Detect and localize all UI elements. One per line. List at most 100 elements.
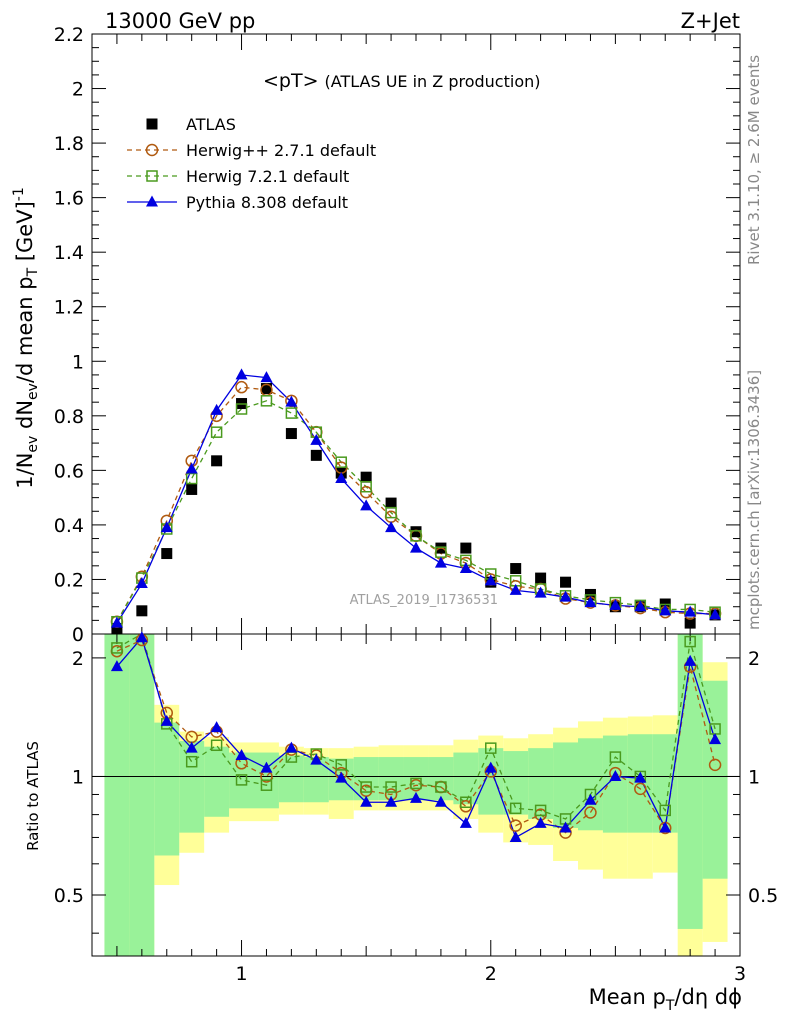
- data-point: [684, 605, 697, 617]
- ratio-point: [335, 771, 348, 783]
- ratio-band-green: [278, 755, 304, 803]
- ratio-point: [235, 749, 248, 761]
- rivet-label: Rivet 3.1.10, ≥ 2.6M events: [745, 55, 763, 265]
- y-tick-label: 2: [72, 79, 84, 101]
- data-point: [360, 471, 372, 483]
- data-point: [385, 497, 397, 509]
- y-tick-label: 0.4: [54, 515, 84, 537]
- data-point: [460, 542, 472, 554]
- ratio-point: [410, 791, 422, 803]
- data-point: [310, 449, 322, 461]
- ratio-line: [116, 633, 716, 820]
- ratio-point: [260, 761, 273, 773]
- data-point: [484, 574, 497, 586]
- ratio-band-green: [453, 752, 479, 805]
- data-point: [185, 462, 198, 474]
- ratio-point: [160, 714, 173, 726]
- data-point: [534, 586, 547, 598]
- ratio-point: [584, 806, 597, 819]
- data-point: [136, 605, 148, 617]
- ratio-band-green: [578, 738, 603, 831]
- data-point: [211, 455, 223, 467]
- ratio-point: [360, 795, 373, 807]
- x-tick-label: 1: [235, 963, 247, 985]
- data-point: [410, 541, 422, 553]
- data-point: [210, 403, 223, 415]
- data-point: [285, 428, 297, 440]
- legend-marker: [146, 170, 158, 182]
- data-point: [285, 407, 298, 419]
- ratio-point: [285, 741, 298, 753]
- y-tick-label: 0.8: [54, 406, 84, 428]
- ratio-point: [659, 821, 672, 833]
- ratio-point: [460, 796, 472, 808]
- ratio-point: [185, 741, 198, 753]
- data-point: [410, 526, 422, 538]
- ratio-band-green: [204, 746, 230, 817]
- ratio-point: [459, 816, 472, 828]
- ratio-point: [684, 635, 696, 648]
- data-point: [260, 395, 273, 407]
- ratio-point: [609, 751, 622, 763]
- data-point: [310, 433, 323, 445]
- ratio-point: [684, 654, 697, 666]
- ratio-band-green: [503, 751, 529, 815]
- data-point: [609, 598, 622, 610]
- legend-label: ATLAS: [186, 115, 236, 134]
- ratio-band-green: [528, 748, 554, 819]
- data-point: [535, 572, 547, 584]
- legend-marker: [146, 195, 158, 207]
- header-right: Z+Jet: [681, 9, 740, 33]
- data-point: [559, 590, 572, 602]
- data-point: [659, 604, 672, 616]
- ratio-band-green: [129, 634, 155, 956]
- legend-label: Pythia 8.308 default: [186, 193, 348, 212]
- ratio-point: [435, 781, 447, 793]
- series-line: [116, 386, 716, 623]
- ratio-point: [135, 631, 148, 643]
- plot-title-sub: (ATLAS UE in Z production): [325, 72, 541, 91]
- legend: ATLAS Herwig++ 2.7.1 default Herwig 7.2.1 …: [127, 115, 376, 212]
- data-point: [634, 600, 647, 612]
- data-point: [459, 562, 472, 574]
- ratio-point: [584, 793, 597, 805]
- data-point: [385, 506, 397, 519]
- ratio-point: [634, 782, 647, 796]
- ratio-point: [111, 642, 123, 654]
- ratio-band-green: [553, 742, 578, 828]
- y-axis-label: 1/Nev dNev/d mean pT [GeV]-1: [11, 187, 41, 488]
- y-tick-label: 1.2: [54, 297, 84, 319]
- ratio-point: [434, 795, 447, 807]
- data-point: [160, 521, 173, 533]
- y-tick-label: 1.8: [54, 133, 84, 155]
- ratio-series-layer: [110, 631, 722, 842]
- ratio-point: [235, 774, 248, 786]
- data-point: [509, 583, 522, 595]
- data-point: [510, 563, 522, 575]
- ratio-point: [634, 771, 647, 783]
- ratio-y-tick-label: 1: [748, 766, 760, 788]
- x-axis-label: Mean pT/dη dϕ: [589, 985, 742, 1014]
- ratio-point: [509, 802, 522, 815]
- main-series-layer: [110, 368, 722, 635]
- data-point: [235, 368, 248, 380]
- data-point: [335, 456, 347, 468]
- plot-title: <pT> (ATLAS UE in Z production): [263, 70, 540, 92]
- ratio-band-green: [104, 634, 130, 956]
- data-point: [235, 403, 248, 415]
- y-tick-label: 1: [72, 351, 84, 373]
- data-point: [584, 596, 597, 608]
- header-left: 13000 GeV pp: [105, 9, 255, 33]
- y-tick-label: 0: [72, 624, 84, 646]
- data-point: [235, 380, 248, 394]
- ratio-point: [310, 753, 323, 765]
- ratio-point: [360, 781, 372, 793]
- plot-title-main: <pT>: [263, 70, 319, 92]
- data-point: [360, 480, 372, 493]
- ratio-point: [385, 795, 398, 807]
- data-point: [161, 548, 173, 560]
- data-point: [560, 576, 572, 588]
- x-tick-label: 2: [485, 963, 497, 985]
- y-tick-label: 1.6: [54, 188, 84, 210]
